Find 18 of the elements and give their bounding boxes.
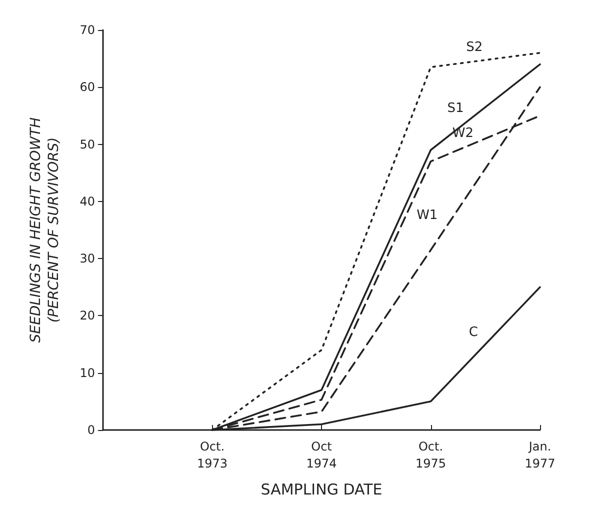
x-tick-label: Oct. 1973	[196, 440, 228, 470]
y-axis-title: SEEDLINGS IN HEIGHT GROWTH (PERCENT OF SURVIVORS)	[28, 116, 62, 343]
series-label: S2	[466, 40, 483, 55]
y-tick-label: 40	[80, 194, 95, 208]
x-tick-label: Oct 1974	[306, 440, 337, 470]
x-tick-label: Oct. 1975	[415, 440, 446, 470]
y-tick-label: 0	[87, 423, 95, 437]
y-tick-label: 10	[80, 366, 95, 380]
x-axis-title: SAMPLING DATE	[260, 480, 382, 498]
y-tick-label: 50	[80, 137, 95, 152]
series-label: C	[468, 324, 478, 340]
y-tick-label: 30	[80, 252, 95, 266]
series-label: W1	[416, 208, 438, 224]
series-label: S1	[447, 100, 464, 116]
x-tick-label: Jan. 1977	[524, 440, 556, 470]
y-tick-label: 60	[80, 80, 95, 94]
y-tick-label: 70	[80, 23, 95, 37]
y-tick-label: 20	[80, 308, 95, 323]
